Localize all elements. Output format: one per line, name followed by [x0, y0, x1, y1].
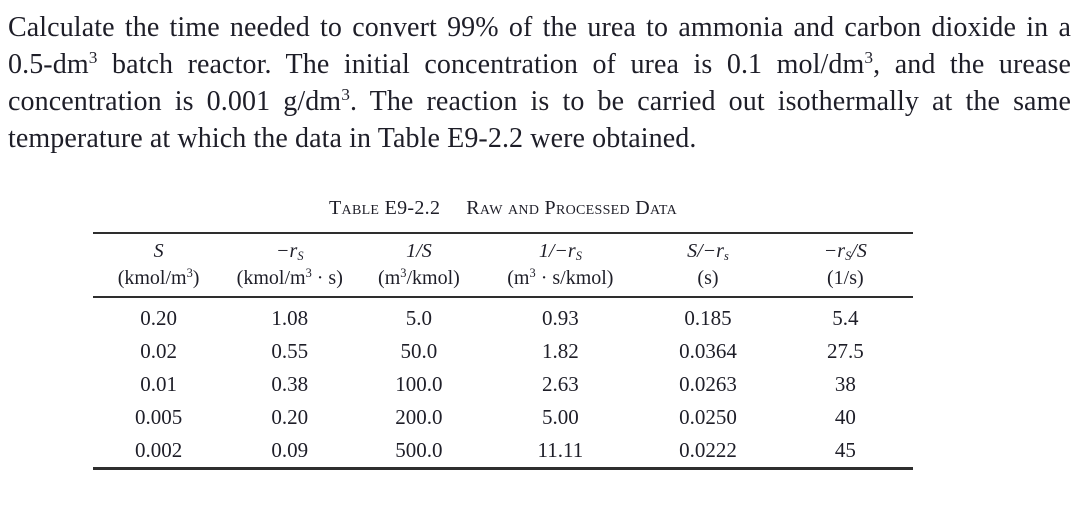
- text-segment: (m: [507, 267, 530, 289]
- data-table: S −rS 1/S 1/−rS S/−rs −rS/S (kmol/m3) (k…: [93, 232, 913, 470]
- table-cell: 50.0: [400, 339, 438, 363]
- table-cell: 5.4: [832, 306, 859, 330]
- text-segment: batch reactor. The initial concentration…: [97, 49, 865, 80]
- text-segment: S/−r: [687, 240, 724, 262]
- column-header-inv-S: 1/S: [355, 232, 483, 265]
- table-cell: 40: [834, 405, 856, 429]
- table-cell: 1.08: [271, 306, 309, 330]
- table-cell: 11.11: [537, 438, 584, 462]
- table-row: 0.02 0.55 50.0 1.82 0.0364 27.5: [93, 335, 913, 368]
- table-title-caption: Raw and Processed Data: [466, 197, 677, 219]
- table-cell: 0.20: [271, 405, 309, 429]
- text-segment: . The reaction is to be carried out isot…: [8, 86, 1071, 154]
- table-cell: 5.0: [405, 306, 433, 330]
- text-segment: Calculate the time needed to convert 99%…: [8, 12, 1071, 80]
- table-cell: 0.185: [684, 306, 732, 330]
- text-segment: (m: [378, 267, 401, 289]
- table-title: Table E9-2.2 Raw and Processed Data: [93, 197, 913, 220]
- text-segment: /S: [851, 240, 867, 262]
- column-header-inv-rate: 1/−rS: [482, 232, 639, 265]
- superscript: 3: [864, 48, 874, 68]
- table-cell: 0.0263: [679, 372, 737, 396]
- table-cell: 0.0364: [679, 339, 737, 363]
- text-segment: (kmol/m: [117, 267, 187, 289]
- column-header-S-over-rate: S/−rs: [638, 232, 778, 265]
- table-cell: 38: [834, 372, 856, 396]
- text-segment: , and the urease concentration is 0.001 …: [8, 49, 1071, 117]
- table-cell: 0.55: [271, 339, 309, 363]
- superscript: 3: [88, 48, 98, 68]
- table-cell: 0.38: [271, 372, 309, 396]
- table-body: 0.20 1.08 5.0 0.93 0.185 5.4 0.02 0.55 50.0 1.82 0…: [93, 297, 913, 469]
- text-segment: (s): [697, 267, 719, 289]
- text-segment: (kmol/m: [236, 267, 306, 289]
- subscript: S: [575, 249, 582, 264]
- text-segment: S: [153, 240, 164, 262]
- table-row: 0.002 0.09 500.0 11.11 0.0222 45: [93, 434, 913, 469]
- table-cell: 0.93: [541, 306, 579, 330]
- superscript: 3: [400, 266, 407, 281]
- problem-statement: Calculate the time needed to convert 99%…: [8, 9, 1071, 157]
- subscript: S: [845, 249, 852, 264]
- table-cell: 100.0: [395, 372, 443, 396]
- header-symbol-row: S −rS 1/S 1/−rS S/−rs −rS/S: [93, 232, 913, 265]
- column-unit-rate-over-S: (1/s): [777, 265, 913, 298]
- table-cell: 0.01: [140, 372, 177, 396]
- superscript: 3: [341, 85, 350, 105]
- table-cell: 0.20: [140, 306, 177, 330]
- table-cell: 0.0250: [679, 405, 737, 429]
- header-unit-row: (kmol/m3) (kmol/m3 · s) (m3/kmol) (m3 · …: [93, 265, 913, 298]
- text-segment: (1/s): [826, 267, 864, 289]
- table-cell: 500.0: [395, 438, 443, 462]
- text-segment: −r: [276, 240, 298, 262]
- table-cell: 0.005: [134, 405, 183, 429]
- text-segment: 1/−r: [538, 240, 576, 262]
- column-unit-rate: (kmol/m3 · s): [224, 265, 356, 298]
- column-unit-inv-S: (m3/kmol): [355, 265, 483, 298]
- superscript: 3: [186, 266, 193, 281]
- table-title-label: Table E9-2.2: [329, 197, 441, 219]
- superscript: 3: [529, 266, 536, 281]
- text-segment: /kmol): [406, 267, 460, 289]
- table-cell: 5.00: [541, 405, 579, 429]
- table-cell: 1.82: [541, 339, 579, 363]
- table-header: S −rS 1/S 1/−rS S/−rs −rS/S (kmol/m3) (k…: [93, 232, 913, 298]
- table-cell: 0.002: [134, 438, 183, 462]
- table-cell: 45: [834, 438, 856, 462]
- table-cell: 0.09: [271, 438, 309, 462]
- column-unit-inv-rate: (m3 · s/kmol): [482, 265, 639, 298]
- document-page: { "page": { "background_color": "#ffffff…: [0, 9, 1080, 513]
- text-segment: 1/S: [406, 240, 432, 262]
- text-segment: ): [192, 267, 200, 289]
- column-unit-S: (kmol/m3): [93, 265, 225, 298]
- column-header-rate-over-S: −rS/S: [777, 232, 913, 265]
- table-row: 0.01 0.38 100.0 2.63 0.0263 38: [93, 368, 913, 401]
- text-segment: · s/kmol): [535, 267, 614, 289]
- subscript: S: [297, 249, 304, 264]
- text-segment: −r: [823, 240, 846, 262]
- table-cell: 200.0: [395, 405, 443, 429]
- column-header-rate: −rS: [224, 232, 356, 265]
- superscript: 3: [305, 266, 312, 281]
- column-header-S: S: [93, 232, 225, 265]
- table-row: 0.20 1.08 5.0 0.93 0.185 5.4: [93, 297, 913, 335]
- column-unit-S-over-rate: (s): [638, 265, 778, 298]
- table-cell: 0.0222: [679, 438, 737, 462]
- table-cell: 0.02: [140, 339, 177, 363]
- table-cell: 27.5: [826, 339, 864, 363]
- subscript: s: [723, 249, 729, 264]
- table-cell: 2.63: [541, 372, 579, 396]
- table-row: 0.005 0.20 200.0 5.00 0.0250 40: [93, 401, 913, 434]
- text-segment: · s): [311, 267, 343, 289]
